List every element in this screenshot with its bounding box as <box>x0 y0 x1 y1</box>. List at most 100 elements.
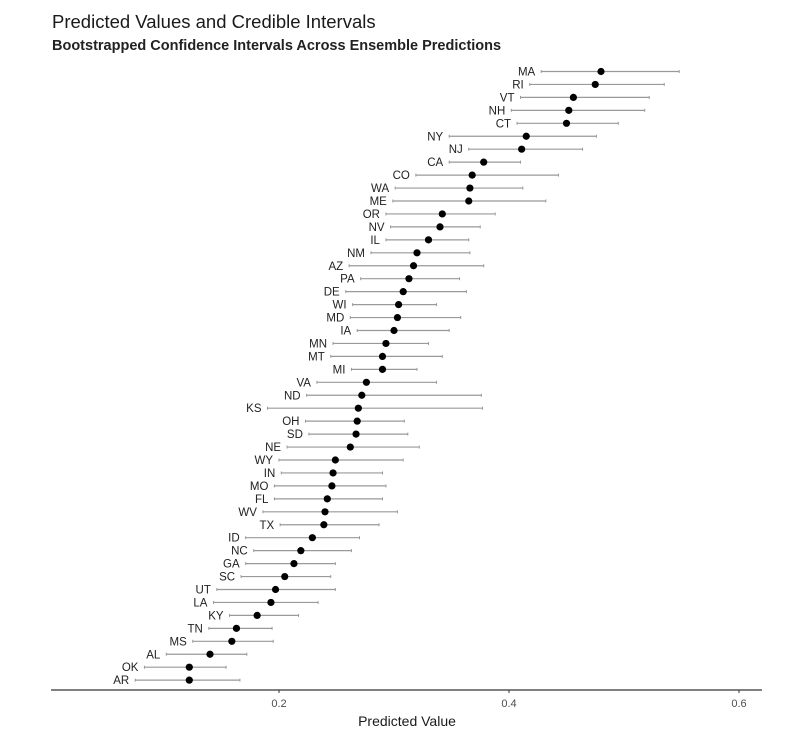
point-sd <box>352 430 360 438</box>
category-label-mt: MT <box>308 351 325 363</box>
point-or <box>438 210 446 218</box>
category-label-tx: TX <box>259 520 274 532</box>
category-label-la: LA <box>193 597 207 609</box>
point-id <box>308 534 316 542</box>
chart-subtitle: Bootstrapped Confidence Intervals Across… <box>52 38 502 54</box>
point-fl <box>323 495 331 503</box>
point-ma <box>597 67 605 76</box>
category-label-il: IL <box>370 235 380 247</box>
category-label-ms: MS <box>170 636 188 648</box>
point-co <box>468 171 476 179</box>
category-label-ar: AR <box>113 675 129 687</box>
category-label-ny: NY <box>427 131 443 143</box>
point-mi <box>378 365 387 373</box>
category-label-nd: ND <box>284 390 301 402</box>
category-label-wa: WA <box>371 183 389 195</box>
category-label-mi: MI <box>333 364 346 376</box>
category-label-al: AL <box>146 649 161 661</box>
category-label-ia: IA <box>340 326 351 338</box>
point-de <box>399 288 407 296</box>
category-label-sc: SC <box>219 572 235 584</box>
point-vt <box>569 93 578 101</box>
category-label-ct: CT <box>496 118 511 130</box>
category-label-mn: MN <box>309 338 327 350</box>
category-label-mo: MO <box>250 481 269 493</box>
category-label-nh: NH <box>489 105 506 117</box>
category-label-ut: UT <box>196 585 211 597</box>
category-label-ok: OK <box>122 662 139 674</box>
point-ct <box>562 119 571 127</box>
category-label-md: MD <box>326 313 344 325</box>
category-label-oh: OH <box>282 416 299 428</box>
point-wa <box>466 184 474 192</box>
chart-title: Predicted Values and Credible Intervals <box>52 11 376 32</box>
point-wy <box>331 456 339 464</box>
category-label-pa: PA <box>340 274 355 286</box>
category-label-ma: MA <box>518 67 536 79</box>
point-tx <box>320 521 328 529</box>
x-axis-title: Predicted Value <box>358 713 456 729</box>
point-sc <box>281 572 289 581</box>
category-label-nv: NV <box>369 222 385 234</box>
category-label-me: ME <box>370 196 388 208</box>
point-va <box>362 378 370 386</box>
point-ms <box>228 637 236 645</box>
point-ia <box>390 326 398 335</box>
category-label-nc: NC <box>231 546 248 558</box>
x-tick-label-0: 0.2 <box>271 698 286 710</box>
category-label-ri: RI <box>512 79 524 91</box>
category-label-id: ID <box>228 533 240 545</box>
point-ca <box>480 158 488 166</box>
intervals-layer <box>134 70 680 682</box>
x-tick-label-2: 0.6 <box>731 698 746 710</box>
point-wi <box>395 301 403 309</box>
category-label-wv: WV <box>238 507 257 519</box>
category-label-ks: KS <box>246 403 262 415</box>
category-label-nm: NM <box>347 248 365 260</box>
point-ut <box>271 585 280 594</box>
point-ks <box>354 404 362 412</box>
point-mt <box>378 352 387 360</box>
point-tn <box>232 624 241 632</box>
category-label-or: OR <box>363 209 380 221</box>
point-ky <box>253 611 261 620</box>
point-oh <box>353 417 361 425</box>
category-label-fl: FL <box>255 494 269 506</box>
points-layer <box>185 67 605 684</box>
category-label-sd: SD <box>287 429 303 441</box>
point-il <box>424 236 433 244</box>
point-me <box>465 197 473 205</box>
category-label-nj: NJ <box>449 144 463 156</box>
point-md <box>393 313 402 322</box>
category-label-in: IN <box>264 468 276 480</box>
point-nv <box>436 223 444 231</box>
category-label-de: DE <box>324 287 340 299</box>
point-mo <box>328 482 336 490</box>
category-label-wi: WI <box>333 300 347 312</box>
category-label-vt: VT <box>500 92 515 104</box>
point-az <box>409 262 418 270</box>
category-label-ca: CA <box>427 157 443 169</box>
point-ne <box>346 443 354 451</box>
point-ga <box>290 560 298 568</box>
point-wv <box>321 508 329 516</box>
point-ok <box>185 663 193 671</box>
point-nc <box>297 547 305 555</box>
category-label-tn: TN <box>188 623 203 635</box>
category-label-va: VA <box>296 377 311 389</box>
point-nd <box>358 391 366 399</box>
category-label-ky: KY <box>208 610 224 622</box>
point-in <box>329 469 337 477</box>
point-ar <box>185 676 193 684</box>
x-axis-ticks: 0.2 0.4 0.6 <box>271 690 747 710</box>
point-ny <box>522 132 530 140</box>
category-label-ga: GA <box>223 559 240 571</box>
point-mn <box>382 339 390 348</box>
category-label-az: AZ <box>328 261 343 273</box>
category-label-wy: WY <box>254 455 273 467</box>
point-pa <box>405 275 413 283</box>
category-label-co: CO <box>393 170 410 182</box>
point-nj <box>518 145 526 153</box>
